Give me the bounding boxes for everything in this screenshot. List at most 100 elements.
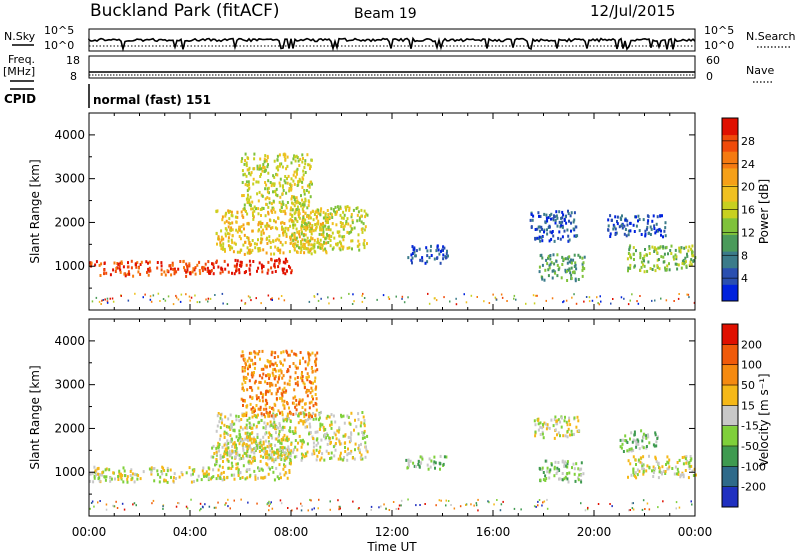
velocity-cell (330, 420, 333, 424)
power-cell (216, 242, 218, 246)
power-cell (314, 250, 317, 254)
velocity-cell (674, 465, 677, 469)
velocity-cell (113, 505, 115, 508)
velocity-cell (262, 447, 265, 451)
power-cell (352, 293, 354, 296)
velocity-cell (573, 472, 576, 476)
velocity-cell (282, 374, 285, 378)
power-cell (352, 208, 355, 212)
velocity-cell (274, 369, 277, 373)
velocity-cell (676, 467, 679, 471)
power-cell (447, 254, 449, 258)
power-cell (612, 298, 614, 300)
velocity-cell (259, 445, 261, 449)
power-cell (290, 241, 293, 245)
power-cell (288, 250, 291, 254)
velocity-cell (655, 460, 658, 464)
velocity-cell (344, 434, 347, 438)
power-cell (643, 270, 646, 274)
velocity-cell (290, 461, 292, 465)
power-cell (309, 165, 312, 169)
power-cell (672, 255, 675, 259)
velocity-cell (251, 375, 254, 379)
velocity-cell (268, 509, 270, 512)
power-cell (311, 182, 313, 186)
velocity-cell (307, 355, 310, 359)
power-cell (251, 239, 254, 242)
power-cell (249, 243, 252, 247)
power-cell (160, 261, 163, 265)
velocity-cell (309, 425, 312, 429)
velocity-cell (564, 434, 567, 438)
power-cell (225, 228, 228, 232)
velocity-cell (90, 502, 93, 504)
velocity-colorbar-tick-label: -200 (741, 481, 766, 494)
power-cell (326, 232, 328, 236)
velocity-cell (245, 423, 248, 427)
velocity-cell (296, 376, 299, 379)
power-cell (665, 268, 668, 271)
power-cell (229, 209, 232, 213)
velocity-cell (254, 477, 257, 481)
velocity-cell (225, 431, 228, 435)
power-cell (246, 184, 249, 187)
power-cell (245, 180, 248, 184)
velocity-cell (314, 393, 317, 396)
velocity-cell (440, 499, 442, 502)
velocity-cell (475, 504, 478, 507)
velocity-colorbar-frame (721, 323, 739, 508)
power-cell (303, 201, 306, 205)
velocity-cell (229, 427, 232, 431)
velocity-cell (433, 460, 436, 464)
power-cell (565, 299, 568, 302)
power-cell (395, 295, 397, 298)
velocity-cell (233, 428, 236, 432)
power-cell (309, 216, 312, 220)
power-cell (260, 172, 262, 176)
power-cell (356, 244, 359, 248)
velocity-cell (570, 429, 573, 433)
velocity-cell (309, 413, 312, 417)
power-cell (259, 248, 262, 252)
velocity-colorbar-tick-label: -100 (741, 460, 766, 473)
velocity-cell (556, 466, 559, 470)
velocity-cell (242, 357, 245, 361)
velocity-cell (230, 426, 233, 430)
velocity-cell (281, 399, 284, 403)
power-cell (306, 215, 308, 218)
velocity-cell (278, 430, 281, 433)
power-cell (285, 232, 288, 236)
power-cell (103, 262, 106, 265)
power-cell (539, 215, 542, 218)
velocity-cell (308, 415, 310, 419)
velocity-cell (253, 456, 256, 460)
power-cell (568, 267, 571, 271)
power-cell (240, 230, 243, 234)
power-cell (296, 230, 299, 234)
power-cell (267, 268, 270, 272)
velocity-cell (300, 502, 302, 505)
velocity-cell (277, 377, 280, 381)
power-cell (327, 296, 329, 299)
velocity-cell (577, 429, 580, 433)
velocity-cell (578, 468, 581, 472)
nsky-tick-low: 10^0 (44, 39, 74, 52)
power-cell (632, 252, 635, 256)
velocity-colorbar-tick-label: 200 (741, 338, 762, 351)
velocity-cell (576, 415, 579, 419)
power-cell (261, 194, 264, 198)
velocity-cell (331, 436, 334, 440)
velocity-cell (321, 423, 324, 427)
power-cell (132, 274, 135, 278)
power-cell (327, 213, 330, 216)
velocity-cell (251, 415, 254, 419)
velocity-cell (281, 428, 284, 431)
power-cell (550, 261, 553, 265)
power-cell (260, 237, 262, 241)
velocity-cell (298, 434, 301, 438)
velocity-cell (339, 505, 341, 508)
power-cell (310, 158, 313, 162)
power-cell (248, 241, 251, 244)
velocity-cell (131, 476, 134, 480)
velocity-cell (280, 502, 283, 505)
